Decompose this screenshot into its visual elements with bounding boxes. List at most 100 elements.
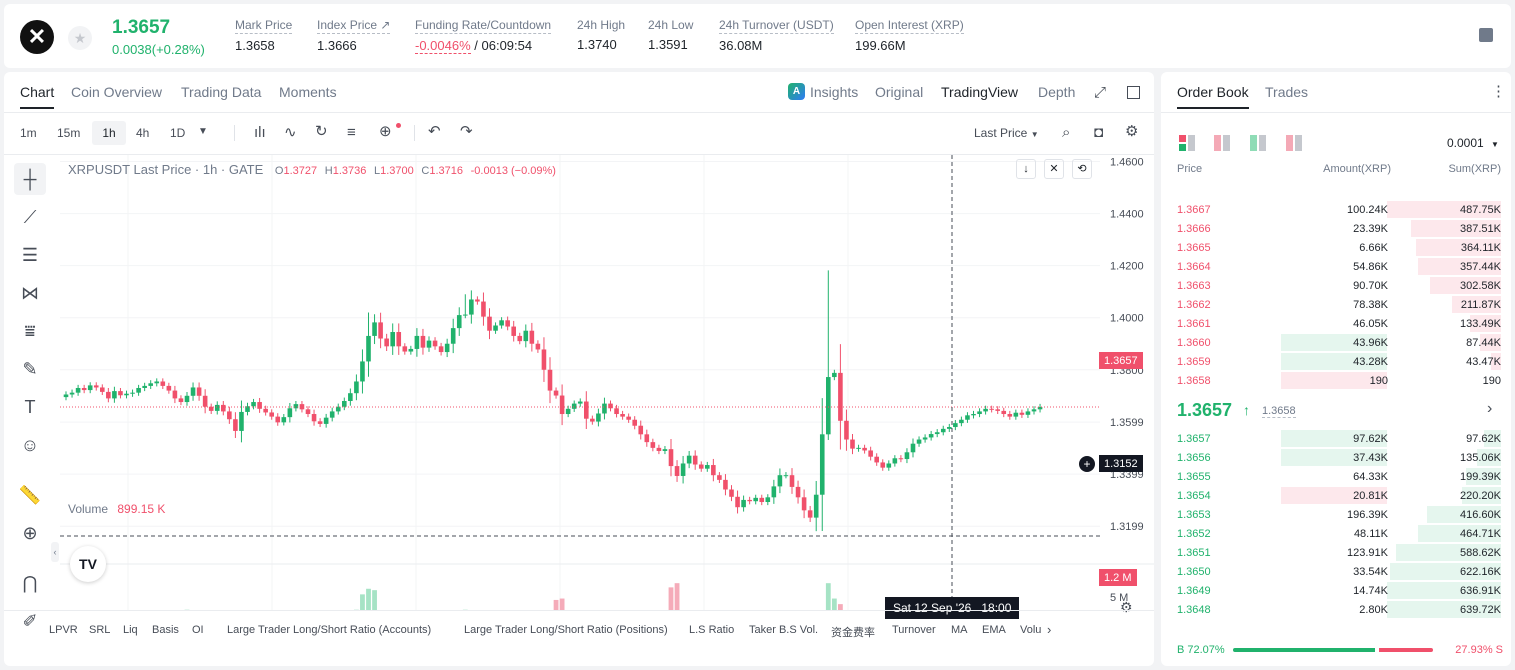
collapse-toolbar-icon[interactable]: ‹ bbox=[51, 542, 59, 562]
horizontal-lines-icon[interactable]: ☰ bbox=[21, 244, 39, 265]
replay-icon[interactable]: ↻ bbox=[315, 123, 328, 140]
view-large-orders-icon[interactable] bbox=[1286, 135, 1303, 151]
ask-row[interactable]: 1.3659 43.28K 43.47K bbox=[1161, 352, 1511, 371]
funding-rate-stat[interactable]: Funding Rate/Countdown -0.0046% / 06:09:… bbox=[415, 18, 552, 54]
layout-icon[interactable] bbox=[1127, 86, 1140, 99]
ask-row[interactable]: 1.3658 190 190 bbox=[1161, 371, 1511, 390]
bid-row[interactable]: 1.3649 14.74K 636.91K bbox=[1161, 581, 1511, 600]
bid-row[interactable]: 1.3651 123.91K 588.62K bbox=[1161, 543, 1511, 562]
ask-row[interactable]: 1.3664 54.86K 357.44K bbox=[1161, 257, 1511, 276]
ask-row[interactable]: 1.3663 90.70K 302.58K bbox=[1161, 276, 1511, 295]
crosshair-tool-icon[interactable]: ┼ bbox=[14, 163, 46, 195]
view-both-icon[interactable] bbox=[1179, 135, 1196, 151]
indicator-7[interactable]: L.S Ratio bbox=[689, 624, 735, 636]
indicator-12[interactable]: EMA bbox=[982, 624, 1006, 636]
chart-settings-icon[interactable]: ⚙ bbox=[1120, 599, 1133, 615]
chevron-right-icon[interactable]: › bbox=[1487, 400, 1493, 417]
bid-row[interactable]: 1.3653 196.39K 416.60K bbox=[1161, 505, 1511, 524]
open-interest-stat[interactable]: Open Interest (XRP) 199.66M bbox=[855, 18, 964, 53]
add-alert-plus-icon[interactable]: + bbox=[1079, 456, 1095, 472]
gear-icon[interactable]: ⚙ bbox=[1125, 123, 1139, 140]
indicator-1[interactable]: SRL bbox=[89, 624, 111, 636]
bid-row[interactable]: 1.3654 20.81K 220.20K bbox=[1161, 486, 1511, 505]
indicator-9[interactable]: 资金费率 bbox=[831, 627, 875, 639]
bid-row[interactable]: 1.3656 37.43K 135.06K bbox=[1161, 448, 1511, 467]
indicator-11[interactable]: MA bbox=[951, 624, 968, 636]
expand-icon[interactable]: ⤢ bbox=[1094, 84, 1107, 101]
tab-trades[interactable]: Trades bbox=[1265, 84, 1309, 100]
price-source-select[interactable]: Last Price ▼ bbox=[974, 126, 1039, 140]
view-original[interactable]: Original bbox=[875, 84, 924, 100]
indicator-10[interactable]: Turnover bbox=[892, 624, 936, 636]
bid-row[interactable]: 1.3648 2.80K 639.72K bbox=[1161, 600, 1511, 619]
tab-order-book[interactable]: Order Book bbox=[1177, 84, 1249, 109]
view-asks-icon[interactable] bbox=[1214, 135, 1231, 151]
tab-coin-overview[interactable]: Coin Overview bbox=[71, 84, 163, 100]
favorite-star-icon[interactable]: ★ bbox=[68, 26, 92, 50]
templates-icon[interactable]: ≡ bbox=[347, 124, 356, 141]
precision-select[interactable]: 0.0001 ▼ bbox=[1447, 136, 1499, 150]
brush-tool-icon[interactable]: ✎ bbox=[22, 358, 38, 379]
tradingview-logo-icon[interactable]: TV bbox=[70, 546, 106, 582]
insights-button[interactable]: Insights bbox=[810, 84, 859, 100]
interval-1h[interactable]: 1h bbox=[92, 121, 126, 145]
fib-tool-icon[interactable]: ⩸ bbox=[24, 320, 36, 341]
bid-row[interactable]: 1.3652 48.11K 464.71K bbox=[1161, 524, 1511, 543]
ask-row[interactable]: 1.3660 43.96K 87.44K bbox=[1161, 333, 1511, 352]
text-tool-icon[interactable]: T bbox=[24, 396, 36, 417]
ask-row[interactable]: 1.3662 78.38K 211.87K bbox=[1161, 295, 1511, 314]
indicator-4[interactable]: OI bbox=[192, 624, 204, 636]
ai-insights-icon[interactable]: A bbox=[788, 83, 805, 100]
interval-1m[interactable]: 1m bbox=[20, 126, 37, 140]
indicator-13[interactable]: Volu bbox=[1020, 624, 1042, 636]
pattern-tool-icon[interactable]: ⋈ bbox=[21, 282, 39, 303]
indicator-5[interactable]: Large Trader Long/Short Ratio (Accounts) bbox=[227, 624, 432, 636]
ask-row[interactable]: 1.3665 6.66K 364.11K bbox=[1161, 238, 1511, 257]
fullscreen-icon[interactable]: ⟲ bbox=[1072, 159, 1092, 179]
collapse-legend-icon[interactable]: ✕ bbox=[1044, 159, 1064, 179]
undo-icon[interactable]: ↶ bbox=[428, 123, 441, 140]
scroll-down-icon[interactable]: ↓ bbox=[1016, 159, 1036, 179]
interval-1d[interactable]: 1D bbox=[170, 126, 186, 140]
index-price-stat[interactable]: Index Price ↗ 1.3666 bbox=[317, 18, 391, 53]
indicator-6[interactable]: Large Trader Long/Short Ratio (Positions… bbox=[464, 624, 668, 636]
redo-icon[interactable]: ↷ bbox=[460, 123, 473, 140]
indicator-0[interactable]: LPVR bbox=[49, 624, 78, 636]
camera-icon[interactable]: ◘ bbox=[1094, 124, 1104, 141]
tab-chart[interactable]: Chart bbox=[20, 84, 55, 109]
bid-row[interactable]: 1.3655 64.33K 199.39K bbox=[1161, 467, 1511, 486]
ask-row[interactable]: 1.3661 46.05K 133.49K bbox=[1161, 314, 1511, 333]
indicator-3[interactable]: Basis bbox=[152, 624, 179, 636]
lock-drawing-icon[interactable]: ✐ bbox=[22, 610, 38, 631]
notes-icon[interactable] bbox=[1479, 28, 1493, 42]
magnet-icon[interactable]: ⋂ bbox=[22, 572, 38, 593]
emoji-tool-icon[interactable]: ☺ bbox=[20, 434, 40, 455]
more-options-icon[interactable]: ⋮ bbox=[1491, 83, 1506, 100]
interval-4h[interactable]: 4h bbox=[136, 126, 150, 140]
price-axis[interactable]: 1.46001.44001.42001.40001.38001.35991.33… bbox=[1100, 155, 1154, 610]
view-depth[interactable]: Depth bbox=[1038, 84, 1076, 100]
mark-price-stat[interactable]: Mark Price 1.3658 bbox=[235, 18, 293, 53]
indicator-2[interactable]: Liq bbox=[123, 624, 138, 636]
tab-moments[interactable]: Moments bbox=[279, 84, 337, 100]
turnover-stat[interactable]: 24h Turnover (USDT) 36.08M bbox=[719, 18, 834, 53]
zoom-in-icon[interactable]: ⊕ bbox=[22, 522, 38, 543]
price-chart[interactable]: 789101112 bbox=[60, 155, 1100, 610]
add-alert-icon[interactable]: ⊕ bbox=[379, 123, 392, 140]
bid-row[interactable]: 1.3650 33.54K 622.16K bbox=[1161, 562, 1511, 581]
ask-row[interactable]: 1.3666 23.39K 387.51K bbox=[1161, 219, 1511, 238]
view-bids-icon[interactable] bbox=[1250, 135, 1267, 151]
candle-type-icon[interactable]: ılı bbox=[254, 124, 266, 141]
view-tradingview[interactable]: TradingView bbox=[941, 84, 1019, 100]
indicator-8[interactable]: Taker B.S Vol. bbox=[749, 624, 819, 636]
search-icon[interactable]: ⌕ bbox=[1062, 124, 1071, 141]
tab-trading-data[interactable]: Trading Data bbox=[181, 84, 262, 100]
chevron-right-icon[interactable]: › bbox=[1047, 622, 1052, 637]
ruler-tool-icon[interactable]: 📏 bbox=[18, 484, 42, 505]
bid-row[interactable]: 1.3657 97.62K 97.62K bbox=[1161, 429, 1511, 448]
interval-dropdown-icon[interactable]: ▼ bbox=[198, 126, 208, 137]
trend-line-icon[interactable]: ⟋ bbox=[23, 206, 37, 227]
ask-row[interactable]: 1.3667 100.24K 487.75K bbox=[1161, 200, 1511, 219]
indicators-icon[interactable]: ∿ bbox=[284, 124, 297, 141]
interval-15m[interactable]: 15m bbox=[57, 126, 81, 140]
